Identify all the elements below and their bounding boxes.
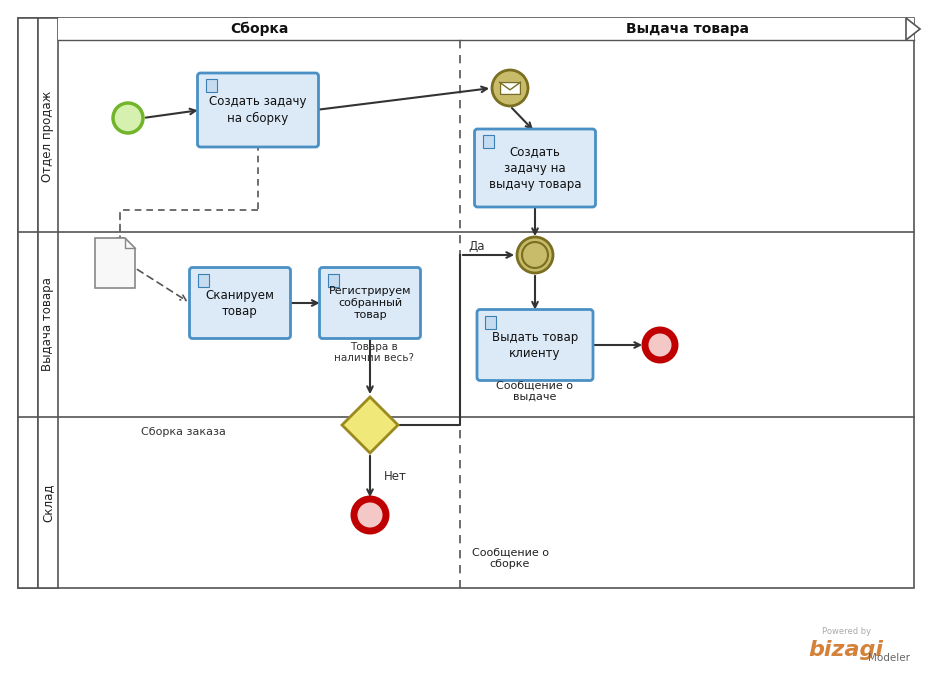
Text: Modeler: Modeler [868, 653, 910, 663]
Circle shape [517, 237, 553, 273]
Bar [485, 316, 496, 329]
Polygon shape [342, 397, 398, 453]
FancyBboxPatch shape [474, 129, 596, 207]
Text: Выдача товара: Выдача товара [626, 22, 748, 36]
Text: Создать задачу
на сборку: Создать задачу на сборку [209, 95, 306, 125]
Text: Да: Да [468, 240, 485, 253]
Bar [38, 18, 58, 588]
Text: Сообщение о
выдаче: Сообщение о выдаче [497, 380, 573, 402]
Text: Отдел продаж: Отдел продаж [41, 90, 54, 182]
Text: Создать
задачу на
выдачу товара: Создать задачу на выдачу товара [488, 145, 581, 190]
Circle shape [522, 242, 548, 268]
Text: Powered by: Powered by [822, 627, 871, 636]
Text: Товара в
наличии весь?: Товара в наличии весь? [334, 342, 414, 363]
Circle shape [354, 499, 386, 531]
Text: Сообщение о
сборке: Сообщение о сборке [472, 547, 548, 569]
FancyBboxPatch shape [319, 268, 420, 338]
Circle shape [645, 330, 675, 360]
Circle shape [492, 70, 528, 106]
Text: Регистрируем
собранный
товар: Регистрируем собранный товар [329, 286, 411, 321]
Circle shape [113, 103, 143, 133]
Bar [18, 18, 914, 588]
Text: Сборка заказа: Сборка заказа [141, 427, 226, 437]
Bar [500, 82, 520, 94]
Text: Выдача товара: Выдача товара [41, 277, 54, 371]
Bar [18, 18, 38, 588]
Bar [197, 273, 208, 286]
Text: Склад: Склад [41, 483, 54, 522]
Text: Сборка: Сборка [230, 22, 289, 36]
Bar [460, 18, 914, 40]
Bar [328, 273, 338, 286]
Polygon shape [95, 238, 135, 288]
Text: Выдать товар
клиенту: Выдать товар клиенту [492, 330, 578, 360]
FancyBboxPatch shape [477, 310, 593, 380]
FancyBboxPatch shape [190, 268, 290, 338]
Bar [500, 82, 520, 94]
Bar [58, 18, 460, 40]
Bar [483, 135, 493, 148]
Polygon shape [906, 18, 920, 40]
Text: bizagi: bizagi [808, 640, 883, 660]
Text: Нет: Нет [384, 470, 407, 483]
FancyBboxPatch shape [197, 73, 318, 147]
Bar [205, 79, 217, 92]
Text: Сканируем
товар: Сканируем товар [205, 288, 275, 318]
